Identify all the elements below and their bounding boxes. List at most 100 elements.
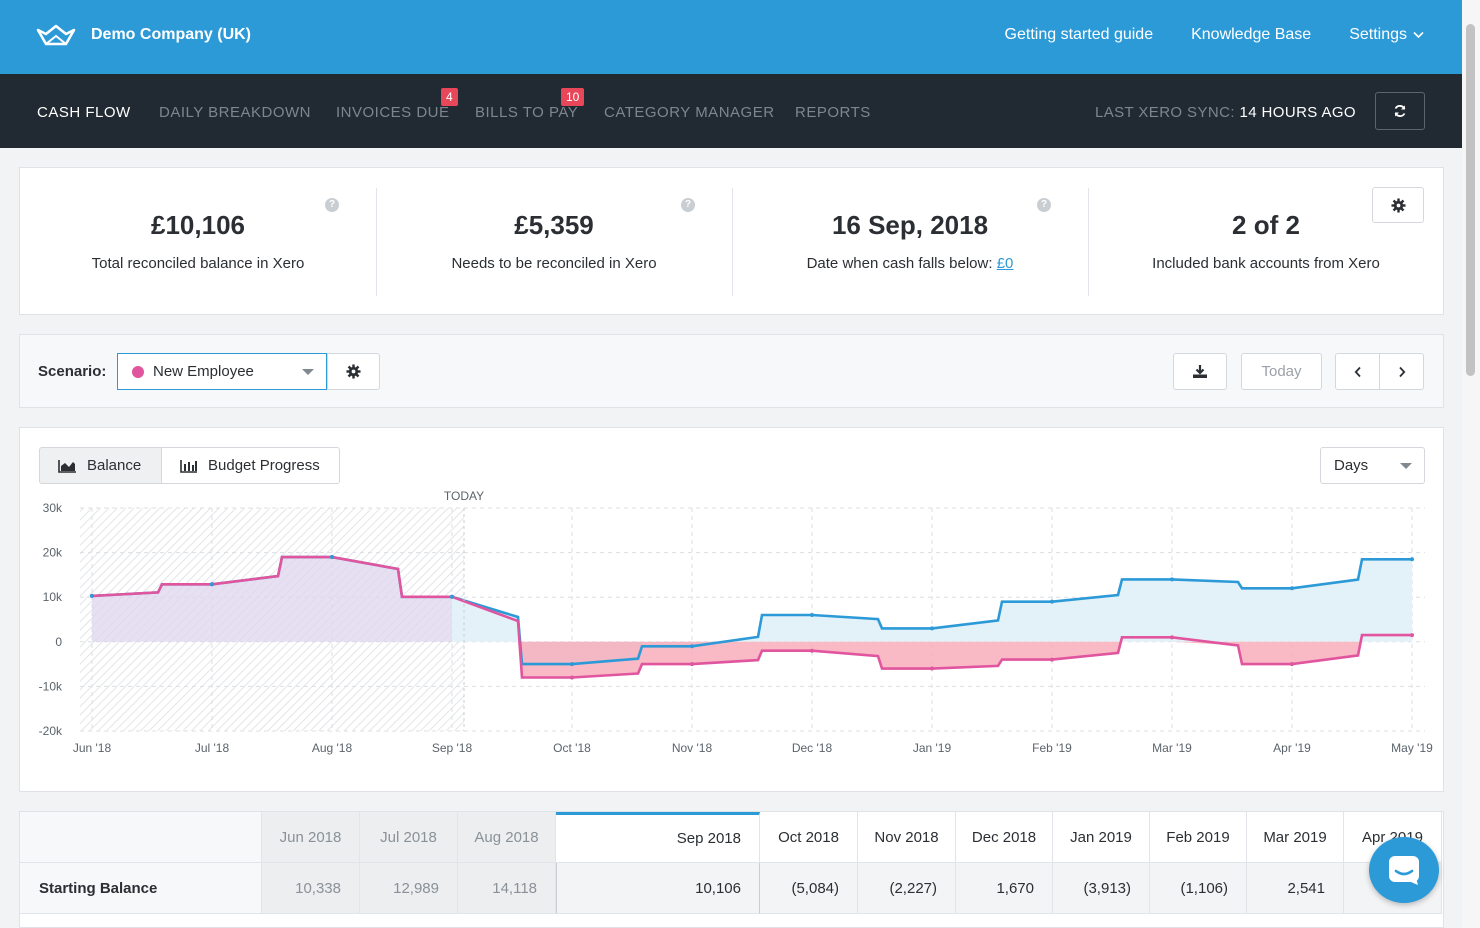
divider <box>376 188 377 296</box>
column-header-jun-2018[interactable]: Jun 2018 <box>262 812 360 863</box>
table-cell: 10,338 <box>262 863 360 914</box>
balance-chart[interactable]: 30k 20k 10k 0 -10k -20k Jun '18 Jul '18 Aug '18 S… <box>20 486 1443 786</box>
download-icon <box>1193 365 1207 378</box>
y-tick-label: -20k <box>39 724 63 738</box>
sync-label: LAST XERO SYNC: <box>1094 104 1235 121</box>
stat-label: Needs to be reconciled in Xero <box>451 255 657 272</box>
budget-progress-tab[interactable]: Budget Progress <box>161 447 340 484</box>
x-tick-label: Apr '19 <box>1273 741 1311 755</box>
x-tick-label: Dec '18 <box>792 741 833 755</box>
tab-category-manager[interactable]: CATEGORY MANAGER <box>604 104 775 121</box>
getting-started-link[interactable]: Getting started guide <box>1004 26 1154 43</box>
stats-settings-button[interactable] <box>1372 187 1424 223</box>
refresh-icon <box>1394 105 1406 117</box>
column-header-dec-2018[interactable]: Dec 2018 <box>956 812 1053 863</box>
table-cell: 14,118 <box>458 863 556 914</box>
budget-tab-label: Budget Progress <box>208 457 320 474</box>
scenario-settings-button[interactable] <box>327 353 380 390</box>
y-tick-label: -10k <box>39 679 63 693</box>
scrollbar-thumb[interactable] <box>1466 24 1475 376</box>
scenario-label: Scenario: <box>38 363 107 380</box>
x-tick-label: Feb '19 <box>1032 741 1072 755</box>
stat-label: Included bank accounts from Xero <box>1152 255 1380 272</box>
scenario-bar: Scenario: New Employee Today <box>19 334 1444 408</box>
balance-view-tab[interactable]: Balance <box>39 447 162 484</box>
data-point <box>330 555 334 560</box>
gear-icon <box>346 364 361 379</box>
sync-button[interactable] <box>1375 92 1425 130</box>
granularity-select[interactable]: Days <box>1320 447 1425 484</box>
knowledge-base-link[interactable]: Knowledge Base <box>1191 26 1312 43</box>
scenario-select[interactable]: New Employee <box>117 353 327 390</box>
tab-reports[interactable]: REPORTS <box>795 104 871 121</box>
help-icon[interactable]: ? <box>1037 198 1051 212</box>
x-tick-label: Nov '18 <box>672 741 713 755</box>
data-point <box>1410 557 1414 562</box>
bar-chart-icon <box>180 459 197 473</box>
data-point <box>1290 586 1294 591</box>
stat-label: Total reconciled balance in Xero <box>91 255 305 272</box>
column-header-feb-2019[interactable]: Feb 2019 <box>1150 812 1247 863</box>
scenario-selected-value: New Employee <box>153 363 254 380</box>
threshold-link[interactable]: £0 <box>996 255 1014 272</box>
data-point <box>1170 635 1174 640</box>
stat-label: Date when cash falls below: £0 <box>732 255 1088 272</box>
x-tick-label: Sep '18 <box>432 741 473 755</box>
y-tick-label: 10k <box>43 590 63 604</box>
row-label: Starting Balance <box>20 863 262 914</box>
download-button[interactable] <box>1173 353 1227 390</box>
x-tick-label: Aug '18 <box>312 741 353 755</box>
column-header-oct-2018[interactable]: Oct 2018 <box>760 812 858 863</box>
column-header-nov-2018[interactable]: Nov 2018 <box>858 812 956 863</box>
column-header-jan-2019[interactable]: Jan 2019 <box>1053 812 1150 863</box>
next-button[interactable] <box>1379 353 1424 390</box>
table-cell: 12,989 <box>360 863 458 914</box>
column-header-jul-2018[interactable]: Jul 2018 <box>360 812 458 863</box>
logo-icon[interactable] <box>36 24 76 50</box>
area-chart-icon <box>58 459 76 473</box>
chart-panel: Balance Budget Progress Days 30k 20k 10k 0 -… <box>19 427 1444 792</box>
company-name[interactable]: Demo Company (UK) <box>91 26 252 43</box>
stat-label-text: Date when cash falls below: <box>806 255 993 272</box>
table-cell: (2,227) <box>858 863 956 914</box>
table-cell: 2,541 <box>1247 863 1344 914</box>
bills-count-badge: 10 <box>561 88 585 106</box>
past-balance-area <box>92 557 452 642</box>
previous-button[interactable] <box>1335 353 1380 390</box>
y-tick-label: 0 <box>55 635 62 649</box>
column-header-sep-2018[interactable]: Sep 2018 <box>556 812 760 863</box>
x-tick-label: Oct '18 <box>553 741 591 755</box>
table-cell: 10,106 <box>556 863 760 914</box>
y-tick-label: 30k <box>43 501 63 515</box>
tab-cash-flow[interactable]: CASH FLOW <box>37 104 131 121</box>
data-point <box>930 666 934 671</box>
data-point <box>1170 577 1174 582</box>
settings-menu[interactable]: Settings <box>1349 26 1424 44</box>
today-label: TODAY <box>444 489 484 503</box>
divider <box>732 188 733 296</box>
table-corner <box>20 812 262 863</box>
stat-bank-accounts: 2 of 2 Included bank accounts from Xero <box>1088 188 1444 296</box>
x-tick-label: Jan '19 <box>913 741 952 755</box>
balance-tab-label: Balance <box>87 457 142 474</box>
column-header-aug-2018[interactable]: Aug 2018 <box>458 812 556 863</box>
negative-balance-area <box>452 641 1412 678</box>
data-point <box>1050 657 1054 662</box>
data-point <box>810 613 814 618</box>
invoices-count-badge: 4 <box>441 88 458 106</box>
help-icon[interactable]: ? <box>681 198 695 212</box>
tab-daily-breakdown[interactable]: DAILY BREAKDOWN <box>159 104 311 121</box>
table-cell: (3,913) <box>1053 863 1150 914</box>
column-header-mar-2019[interactable]: Mar 2019 <box>1247 812 1344 863</box>
x-tick-label: Jun '18 <box>73 741 112 755</box>
chat-launcher-button[interactable] <box>1369 837 1439 903</box>
tab-bills-to-pay[interactable]: BILLS TO PAY <box>475 104 579 121</box>
stat-reconciled-balance: £10,106 Total reconciled balance in Xero <box>20 188 376 296</box>
data-point <box>570 662 574 667</box>
chevron-down-icon <box>1413 31 1424 39</box>
today-button[interactable]: Today <box>1241 353 1322 390</box>
help-icon[interactable]: ? <box>325 198 339 212</box>
tab-invoices-due[interactable]: INVOICES DUE <box>336 104 450 121</box>
series-line-new-employee <box>91 555 1412 679</box>
sync-value: 14 HOURS AGO <box>1239 104 1356 121</box>
